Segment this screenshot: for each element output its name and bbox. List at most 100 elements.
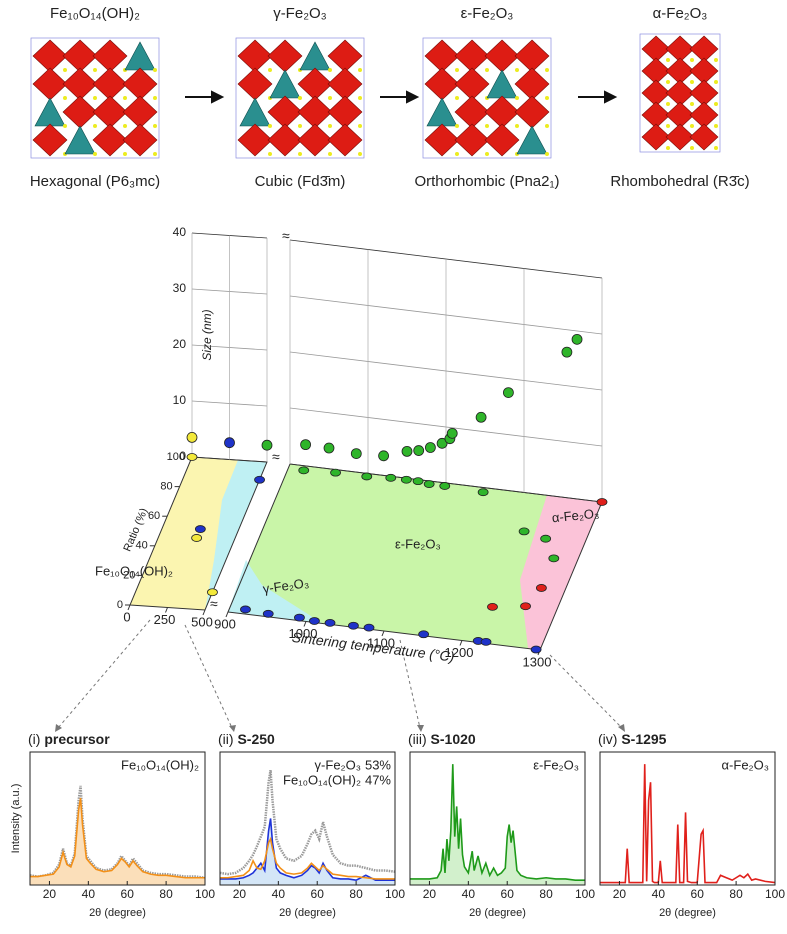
size-tick-label: 30: [173, 281, 187, 295]
size-point: [571, 333, 583, 345]
panel-sample: S-250: [237, 731, 275, 747]
octahedron: [32, 39, 68, 73]
crystal-structure: [30, 37, 160, 159]
pattern-line: [30, 797, 205, 879]
ratio-point: [294, 613, 305, 622]
structure-formula: α-Fe₂O₃: [653, 5, 708, 22]
octahedron: [297, 123, 333, 157]
octahedron: [327, 95, 363, 129]
octahedron: [454, 67, 490, 101]
oxygen-atom: [455, 152, 459, 156]
x-tick: [303, 621, 307, 627]
x-tick: [202, 609, 206, 616]
ratio-point: [361, 472, 373, 481]
panel-number: (iii): [408, 731, 427, 747]
oxygen-atom: [298, 96, 302, 100]
x-tick-label: 1000: [289, 626, 318, 641]
octahedron: [454, 123, 490, 157]
size-point: [436, 437, 448, 449]
tetrahedron: [426, 97, 458, 127]
x-tick-label: 60: [311, 887, 325, 901]
ratio-point: [518, 527, 530, 536]
octahedron: [689, 123, 719, 151]
x-axis-label: 2θ (degree): [469, 907, 526, 919]
octahedron: [327, 123, 363, 157]
panel-number: (iv): [598, 731, 617, 747]
oxygen-atom: [153, 152, 157, 156]
oxygen-atom: [268, 68, 272, 72]
ratio-point: [385, 473, 397, 482]
structure-system: Rhombohedral (R3̄c): [610, 173, 749, 190]
oxygen-atom: [714, 124, 718, 128]
ratio-point: [536, 584, 547, 592]
octahedron: [237, 39, 273, 73]
octahedron: [297, 67, 333, 101]
unit-cell: [639, 33, 721, 153]
oxygen-atom: [690, 58, 694, 62]
panel-frame: [29, 751, 206, 886]
octahedron: [267, 95, 303, 129]
oxygen-atom: [328, 68, 332, 72]
ratio-point: [530, 645, 542, 654]
structure-formula: ε-Fe₂O₃: [461, 5, 514, 22]
octahedron: [62, 95, 98, 129]
oxygen-atom: [93, 68, 97, 72]
ratio-point: [439, 482, 451, 490]
oxygen-atom: [690, 146, 694, 150]
size-point: [186, 431, 198, 443]
oxygen-atom: [328, 152, 332, 156]
x-tick-label: 80: [349, 887, 363, 901]
oxygen-atom: [93, 152, 97, 156]
pattern-area: [410, 764, 585, 885]
ratio-point: [363, 623, 375, 632]
panel-number: (i): [28, 731, 40, 747]
x-tick-label: 900: [214, 616, 236, 631]
oxygen-atom: [515, 96, 519, 100]
oxygen-atom: [63, 96, 67, 100]
x-tick-label: 100: [765, 887, 785, 901]
tetrahedron: [34, 97, 66, 127]
oxygen-atom: [358, 68, 362, 72]
oxygen-atom: [690, 80, 694, 84]
octahedron: [32, 67, 68, 101]
octahedron: [32, 123, 68, 157]
x-axis-label: 2θ (degree): [279, 907, 336, 919]
ratio-point: [298, 466, 310, 475]
octahedron: [62, 67, 98, 101]
ratio-point: [480, 637, 492, 646]
oxygen-atom: [358, 96, 362, 100]
ratio-point: [540, 534, 552, 543]
x-tick-label: 60: [501, 887, 515, 901]
guide-arrow-heads: [55, 724, 625, 732]
octahedron: [92, 95, 128, 129]
size-point: [350, 448, 362, 459]
pattern-area: [220, 818, 395, 885]
oxygen-atom: [328, 124, 332, 128]
x-tick-label: 500: [191, 614, 213, 629]
oxygen-atom: [714, 80, 718, 84]
phase-label: Fe₁₀O₁₄(OH)₂: [95, 563, 173, 578]
size-tick-label: 10: [173, 393, 187, 407]
x-tick-label: 20: [423, 887, 437, 901]
oxygen-atom: [123, 96, 127, 100]
oxygen-atom: [455, 124, 459, 128]
oxygen-atom: [545, 68, 549, 72]
pattern-line: [410, 764, 585, 881]
pattern-line: [219, 769, 396, 876]
size-point: [502, 387, 514, 399]
ratio-point: [412, 477, 424, 486]
ratio-tick-label: 40: [136, 540, 148, 552]
oxygen-atom: [358, 152, 362, 156]
structure-formula: γ-Fe₂O₃: [273, 5, 327, 22]
oxygen-atom: [153, 68, 157, 72]
tetrahedron: [299, 41, 331, 71]
oxygen-atom: [714, 146, 718, 150]
octahedron: [484, 123, 520, 157]
axis-break: ≈: [210, 596, 218, 612]
legend-fraction: 53%: [365, 757, 391, 772]
crystal-structure: [422, 37, 552, 159]
oxygen-atom: [545, 124, 549, 128]
size-point: [446, 427, 458, 439]
structure-system: Hexagonal (P6₃mc): [30, 173, 160, 190]
oxygen-atom: [690, 102, 694, 106]
